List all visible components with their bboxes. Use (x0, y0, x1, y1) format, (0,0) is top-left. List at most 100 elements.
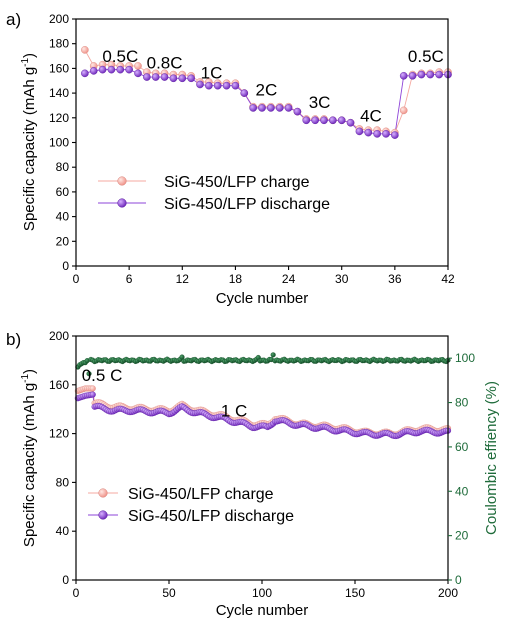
x-tick-label: 150 (345, 586, 365, 600)
discharge-point (169, 74, 178, 83)
y-tick-label: 180 (49, 37, 69, 51)
discharge-line (77, 394, 449, 437)
rate-annotation: 0.5C (408, 47, 444, 66)
charge-point (81, 46, 89, 54)
legend-discharge-label: SiG-450/LFP discharge (164, 196, 330, 213)
legend-charge-label: SiG-450/LFP charge (164, 174, 310, 191)
x-tick-label: 30 (335, 272, 349, 286)
chart-b-legend: SiG-450/LFP charge SiG-450/LFP discharge (88, 486, 294, 525)
discharge-point (329, 116, 337, 125)
discharge-point (391, 131, 399, 139)
ce-point (270, 352, 276, 358)
y-tick-label: 0 (62, 573, 69, 587)
discharge-point (382, 130, 390, 138)
discharge-point (89, 67, 98, 75)
discharge-point (125, 65, 133, 74)
legend-discharge-marker (98, 198, 146, 208)
panel-b-label: b) (6, 330, 21, 349)
y2-tick-label: 80 (455, 396, 469, 410)
discharge-point (187, 74, 195, 83)
discharge-point (275, 104, 284, 112)
x-tick-label: 0 (73, 272, 80, 286)
discharge-point (311, 116, 319, 125)
charge-point (399, 106, 408, 115)
y2-tick-label: 0 (455, 573, 462, 587)
chart-b-frame (75, 335, 449, 581)
y-tick-label: 200 (49, 12, 69, 26)
panel-a-label: a) (6, 10, 21, 29)
charge-point (134, 62, 142, 70)
discharge-point (346, 118, 355, 127)
x-tick-label: 24 (282, 272, 296, 286)
discharge-point (231, 81, 240, 90)
discharge-point (196, 80, 204, 89)
y-tick-label: 160 (49, 378, 69, 392)
discharge-point (399, 72, 408, 80)
discharge-point (240, 89, 249, 97)
x-tick-label: 100 (252, 586, 272, 600)
y-tick-label: 140 (49, 86, 69, 100)
rate-annotation: 0.5C (102, 47, 138, 66)
x-tick-label: 6 (126, 272, 133, 286)
rate-annotation: 0.5 C (82, 366, 123, 385)
y2-tick-label: 40 (455, 484, 469, 498)
discharge-point (116, 65, 125, 74)
discharge-point (258, 104, 266, 112)
y-tick-label: 0 (62, 259, 69, 273)
chart-b-y2label: Coulombic effiency (%) (483, 381, 500, 535)
discharge-point (320, 116, 328, 125)
y-tick-label: 100 (49, 136, 69, 150)
rate-annotation: 4C (360, 107, 382, 126)
series-line (84, 69, 448, 136)
discharge-point (205, 81, 213, 90)
y2-tick-label: 60 (455, 440, 469, 454)
legend-discharge-marker-b (88, 510, 118, 520)
discharge-point (267, 104, 275, 112)
discharge-point (134, 69, 142, 78)
x-tick-label: 18 (229, 272, 243, 286)
rate-annotation: 2C (256, 81, 278, 100)
discharge-point (178, 74, 187, 83)
discharge-point (364, 128, 373, 137)
y-tick-label: 160 (49, 61, 69, 75)
chart-b: b) 0 50 100 150 2000408012016020002040608010… (6, 329, 500, 619)
x-tick-label: 36 (388, 272, 402, 286)
x-tick-label: 0 (73, 586, 80, 600)
y-tick-label: 80 (56, 475, 70, 489)
y2-tick-label: 20 (455, 529, 469, 543)
discharge-point (160, 73, 169, 81)
y-tick-label: 120 (49, 427, 69, 441)
discharge-point (98, 65, 107, 74)
discharge-point (426, 70, 435, 79)
legend-charge-marker (98, 176, 146, 186)
y-tick-label: 200 (49, 329, 69, 343)
chart-b-xlabel: Cycle number (216, 602, 309, 619)
y-tick-label: 80 (56, 160, 70, 174)
y-tick-label: 40 (56, 210, 70, 224)
chart-a-xlabel: Cycle number (216, 290, 309, 307)
ce-point (179, 354, 185, 360)
rate-annotation: 3C (309, 93, 331, 112)
x-tick-label: 12 (176, 272, 190, 286)
legend-discharge-label-b: SiG-450/LFP discharge (128, 508, 294, 525)
discharge-point (213, 81, 222, 90)
discharge-point (222, 81, 231, 90)
y-tick-label: 120 (49, 111, 69, 125)
charge-point (89, 385, 96, 392)
y-tick-label: 40 (56, 524, 70, 538)
legend-charge-marker-b (88, 488, 118, 498)
chart-a: a) 0 6 12 18 24 30 36 42 0 20 40 60 80 100 120 140 160 18… (6, 10, 455, 307)
discharge-point (81, 69, 89, 78)
discharge-point (408, 72, 417, 80)
x-tick-label: 200 (438, 586, 458, 600)
discharge-point (284, 104, 293, 112)
discharge-point (107, 65, 116, 74)
rate-annotation: 0.8C (147, 53, 183, 72)
x-tick-label: 42 (441, 272, 455, 286)
rate-annotation: 1C (201, 63, 223, 82)
y2-tick-label: 100 (455, 351, 475, 365)
discharge-point (89, 391, 96, 398)
discharge-point (293, 107, 302, 116)
discharge-point (143, 73, 151, 81)
